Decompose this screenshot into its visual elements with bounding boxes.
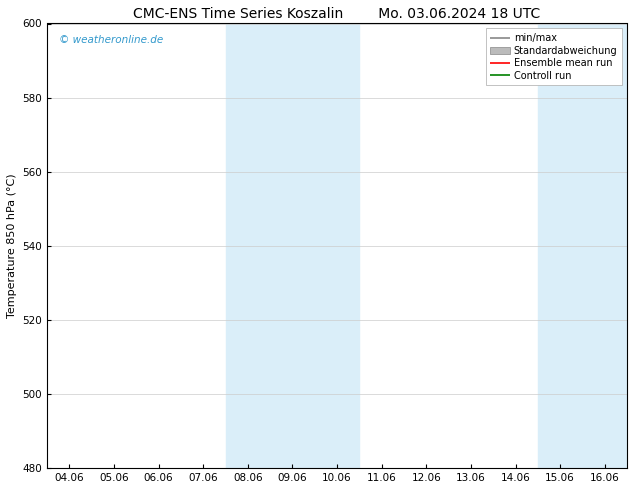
Text: © weatheronline.de: © weatheronline.de bbox=[59, 35, 163, 45]
Legend: min/max, Standardabweichung, Ensemble mean run, Controll run: min/max, Standardabweichung, Ensemble me… bbox=[486, 28, 622, 85]
Y-axis label: Temperature 850 hPa (°C): Temperature 850 hPa (°C) bbox=[7, 173, 17, 318]
Bar bbox=[538, 24, 627, 468]
Title: CMC-ENS Time Series Koszalin        Mo. 03.06.2024 18 UTC: CMC-ENS Time Series Koszalin Mo. 03.06.2… bbox=[134, 7, 541, 21]
Bar bbox=[226, 24, 359, 468]
